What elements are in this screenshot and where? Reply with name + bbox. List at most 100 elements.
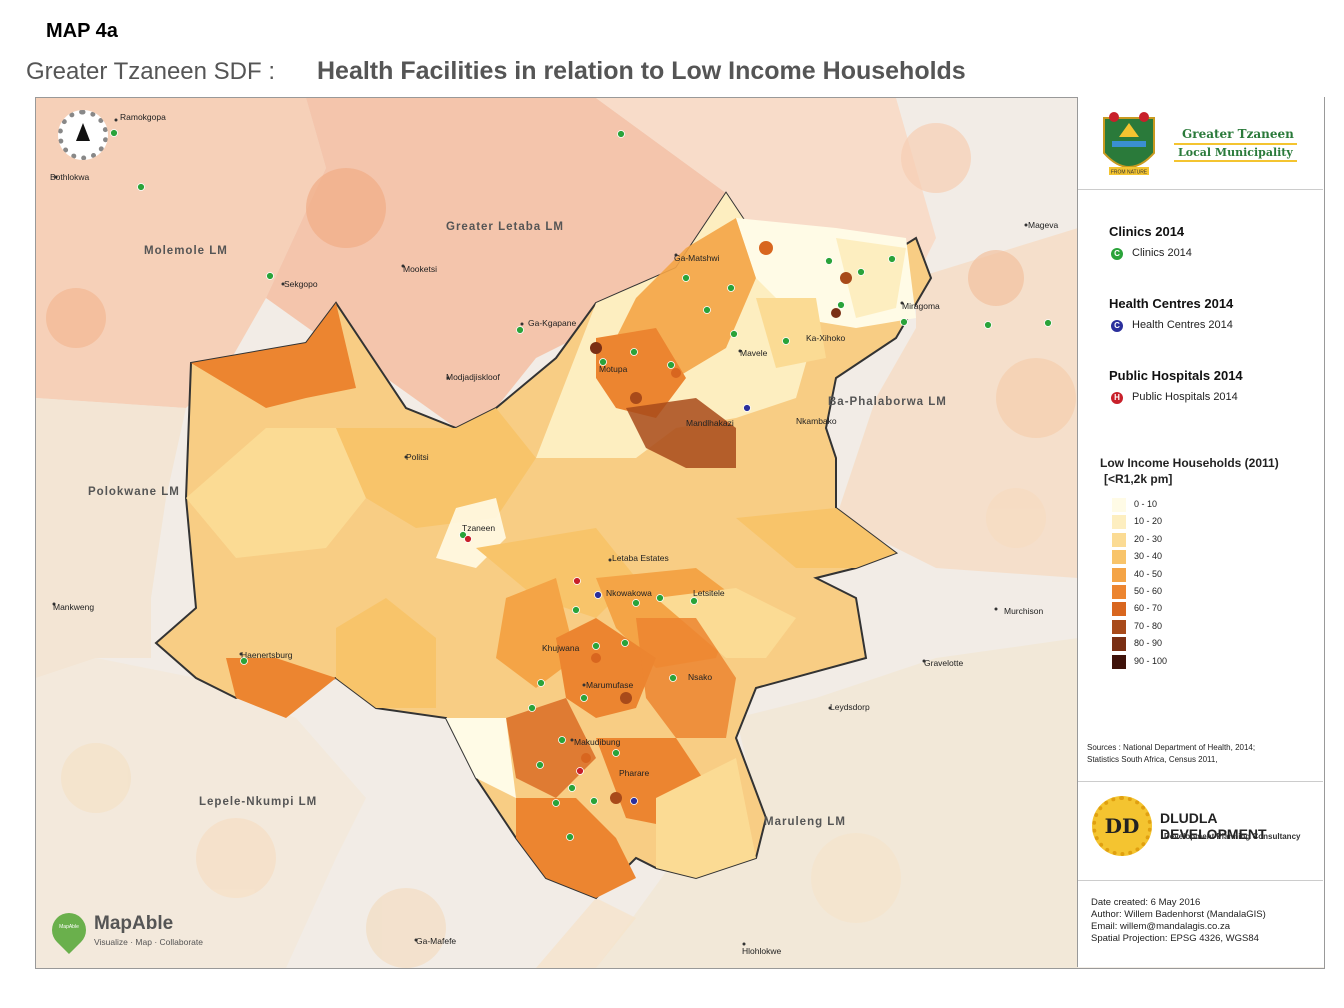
legend-ramp-label: 10 - 20 bbox=[1134, 516, 1163, 527]
map-metadata: Date created: 6 May 2016 Author: Willem … bbox=[1091, 897, 1266, 945]
map-svg[interactable]: Molemole LM Greater Letaba LM Polokwane … bbox=[36, 98, 1078, 968]
consultant-initials: DD bbox=[1104, 814, 1140, 838]
town-ramokgopa: Ramokgopa bbox=[120, 112, 166, 122]
choropleth-patches bbox=[186, 193, 916, 898]
legend-ramp-label: 90 - 100 bbox=[1134, 655, 1168, 666]
legend-ramp-swatch bbox=[1112, 637, 1126, 652]
legend-clinics-label: Clinics 2014 bbox=[1132, 247, 1192, 259]
surrounding-patches bbox=[46, 123, 1076, 968]
legend-income-title-2: [<R1,2k pm] bbox=[1104, 472, 1173, 486]
mapable-pin-icon bbox=[44, 905, 94, 955]
municipality-crest-icon: FROM NATURE bbox=[1103, 112, 1155, 176]
town-khujwana: Khujwana bbox=[542, 643, 580, 653]
consultant-tagline: Development Planning Consultancy bbox=[1164, 832, 1301, 841]
region-lepele-nkumpi bbox=[36, 658, 366, 968]
hospital-symbol-icon: H bbox=[1111, 392, 1123, 404]
legend-ramp-label: 80 - 90 bbox=[1134, 638, 1163, 649]
consultant-name: DLUDLA DEVELOPMENT bbox=[1160, 810, 1267, 842]
lm-label-polokwane: Polokwane LM bbox=[88, 486, 180, 498]
town-ga-matshwi: Ga-Matshwi bbox=[674, 253, 719, 263]
legend-ramp-label: 60 - 70 bbox=[1134, 603, 1163, 614]
meta-date: Date created: 6 May 2016 bbox=[1091, 897, 1201, 908]
region-greater-letaba bbox=[266, 98, 726, 428]
town-politsi: Politsi bbox=[406, 452, 429, 462]
dense-settlement-patches bbox=[581, 241, 852, 804]
town-nkowakowa: Nkowakowa bbox=[606, 588, 652, 598]
town-tzaneen: Tzaneen bbox=[462, 523, 495, 533]
legend-ramp-swatch bbox=[1112, 498, 1126, 512]
consultant-logo: DD DLUDLA DEVELOPMENT Development Planni… bbox=[1078, 781, 1323, 881]
mapable-brand: MapAble bbox=[94, 913, 174, 934]
region-maruleng bbox=[596, 638, 1078, 968]
town-mooketsi: Mooketsi bbox=[403, 264, 437, 274]
meta-email: Email: willem@mandalagis.co.za bbox=[1091, 921, 1230, 932]
town-ga-mafefe: Ga-Mafefe bbox=[416, 936, 456, 946]
lm-label-greater-letaba: Greater Letaba LM bbox=[446, 221, 564, 233]
legend-ramp-label: 40 - 50 bbox=[1134, 568, 1163, 579]
mapable-logo: MapAble MapAble Visualize · Map · Collab… bbox=[44, 905, 212, 955]
health-centre-symbol-icon: C bbox=[1111, 320, 1123, 332]
legend-hospitals-label: Public Hospitals 2014 bbox=[1132, 391, 1238, 403]
legend-health-centres-label: Health Centres 2014 bbox=[1132, 319, 1233, 331]
map-subtitle: Greater Tzaneen SDF : bbox=[26, 58, 275, 85]
town-mavele: Mavele bbox=[740, 348, 768, 358]
town-ka-xihoko: Ka-Xihoko bbox=[806, 333, 845, 343]
lm-label-maruleng: Maruleng LM bbox=[764, 816, 846, 828]
clinic-markers bbox=[110, 129, 1052, 841]
town-nkambako: Nkambako bbox=[796, 416, 837, 426]
map-number: MAP 4a bbox=[46, 20, 118, 42]
lm-label-ba-phalaborwa: Ba-Phalaborwa LM bbox=[828, 396, 947, 408]
town-sekgopo: Sekgopo bbox=[284, 279, 318, 289]
legend-ramp-swatch bbox=[1112, 567, 1126, 582]
legend-ramp-swatch bbox=[1112, 532, 1126, 547]
region-south bbox=[536, 898, 636, 968]
legend-ramp-swatch bbox=[1112, 585, 1126, 599]
legend-ramp-label: 0 - 10 bbox=[1134, 499, 1158, 509]
town-murchison: Murchison bbox=[1004, 606, 1043, 616]
mapable-badge: MapAble bbox=[59, 924, 79, 930]
town-nsako: Nsako bbox=[688, 672, 712, 682]
meta-projection: Spatial Projection: EPSG 4326, WGS84 bbox=[1091, 933, 1259, 944]
sources-line-1: Sources : National Department of Health,… bbox=[1087, 743, 1256, 752]
town-marumufase: Marumufase bbox=[586, 680, 634, 690]
town-leydsdorp: Leydsdorp bbox=[830, 702, 870, 712]
legend-ramp-label: 70 - 80 bbox=[1134, 620, 1163, 631]
lm-label-molemole: Molemole LM bbox=[144, 245, 228, 257]
legend-ramp-label: 30 - 40 bbox=[1134, 551, 1163, 562]
legend-panel: FROM NATURE Greater Tzaneen Local Munici… bbox=[1077, 97, 1324, 967]
legend-clinics-title: Clinics 2014 bbox=[1109, 224, 1185, 239]
sources-line-2: Statistics South Africa, Census 2011, bbox=[1087, 755, 1218, 764]
legend-hospitals-title: Public Hospitals 2014 bbox=[1109, 368, 1243, 383]
town-haenertsburg: Haenertsburg bbox=[241, 650, 293, 660]
region-polokwane bbox=[36, 398, 186, 678]
clinic-symbol-icon: C bbox=[1111, 248, 1123, 260]
town-modjadjiskloof: Modjadjiskloof bbox=[446, 372, 500, 382]
town-gravelotte: Gravelotte bbox=[924, 658, 963, 668]
compass-rose[interactable]: N bbox=[58, 110, 108, 160]
legend-ramp-swatch bbox=[1112, 550, 1126, 565]
consultant-sun-icon: DD bbox=[1092, 796, 1152, 856]
municipality-name-1: Greater Tzaneen bbox=[1182, 127, 1294, 141]
town-labels: Ramokgopa Bothlokwa Sekgopo Mooketsi Ga-… bbox=[50, 112, 1059, 956]
map-title: Health Facilities in relation to Low Inc… bbox=[317, 57, 966, 85]
mapable-tagline: Visualize · Map · Collaborate bbox=[94, 937, 203, 947]
legend-income-title-1: Low Income Households (2011) bbox=[1100, 456, 1279, 470]
town-miragoma: Miragoma bbox=[902, 301, 940, 311]
compass-north-icon bbox=[76, 123, 90, 141]
hospital-markers bbox=[464, 535, 584, 775]
legend-health-centres-title: Health Centres 2014 bbox=[1109, 296, 1234, 311]
town-hlohlokwe: Hlohlokwe bbox=[742, 946, 781, 956]
town-bothlokwa: Bothlokwa bbox=[50, 172, 89, 182]
meta-author: Author: Willem Badenhorst (MandalaGIS) bbox=[1091, 909, 1266, 920]
town-motupa: Motupa bbox=[599, 364, 628, 374]
town-makudibung: Makudibung bbox=[574, 737, 621, 747]
lm-label-lepele-nkumpi: Lepele-Nkumpi LM bbox=[199, 796, 317, 808]
town-pharare: Pharare bbox=[619, 768, 650, 778]
legend-ramp-swatch bbox=[1112, 602, 1126, 617]
region-molemole bbox=[36, 98, 326, 408]
legend-sources: Sources : National Department of Health,… bbox=[1087, 742, 1255, 766]
municipality-logo: FROM NATURE Greater Tzaneen Local Munici… bbox=[1078, 97, 1323, 190]
town-mandlhakazi: Mandlhakazi bbox=[686, 418, 734, 428]
town-letaba-estates: Letaba Estates bbox=[612, 553, 669, 563]
legend-ramp-swatch bbox=[1112, 619, 1126, 634]
